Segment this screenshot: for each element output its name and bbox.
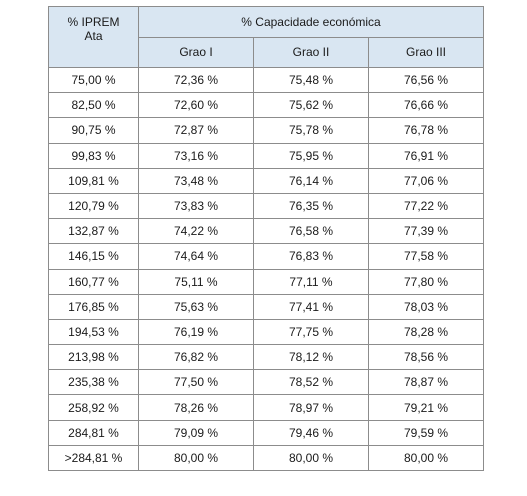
table-row: 235,38 % 77,50 % 78,52 % 78,87 % [48,369,484,396]
grade-2-cell: 76,83 % [253,243,369,270]
iprem-cell: 109,81 % [48,167,139,194]
table-row: 284,81 % 79,09 % 79,46 % 79,59 % [48,419,484,446]
grade-2-cell: 80,00 % [253,444,369,472]
grade-3-cell: 76,56 % [368,66,484,94]
grade-1-cell: 75,63 % [138,293,254,320]
grade-2-header: Grao II [253,36,369,68]
iprem-cell: 213,98 % [48,344,139,371]
header-row-top: % IPREM Ata % Capacidade económica [48,6,484,68]
capacity-table: % IPREM Ata % Capacidade económica Grao … [48,6,484,472]
grade-1-cell: 79,09 % [138,419,254,446]
iprem-cell: 132,87 % [48,218,139,245]
table-row: 90,75 % 72,87 % 75,78 % 76,78 % [48,117,484,144]
grade-1-cell: 77,50 % [138,369,254,396]
grade-3-cell: 77,80 % [368,268,484,295]
iprem-cell: 284,81 % [48,419,139,446]
table-row: 258,92 % 78,26 % 78,97 % 79,21 % [48,394,484,421]
grade-3-cell: 78,87 % [368,369,484,396]
grade-3-header: Grao III [368,36,484,68]
capacity-group-header: % Capacidade económica [138,6,484,38]
header-row-sub: Grao I Grao II Grao III [49,36,484,68]
grade-3-cell: 79,21 % [368,394,484,421]
table-row: 132,87 % 74,22 % 76,58 % 77,39 % [48,218,484,245]
grade-3-cell: 77,06 % [368,167,484,194]
grade-2-cell: 77,11 % [253,268,369,295]
iprem-cell: 146,15 % [48,243,139,270]
grade-1-cell: 73,83 % [138,192,254,220]
table-row: >284,81 % 80,00 % 80,00 % 80,00 % [48,444,484,472]
grade-1-cell: 76,19 % [138,318,254,346]
table-row: 75,00 % 72,36 % 75,48 % 76,56 % [48,66,484,94]
grade-2-cell: 75,78 % [253,117,369,144]
grade-3-cell: 79,59 % [368,419,484,446]
grade-1-cell: 76,82 % [138,344,254,371]
iprem-cell: 194,53 % [48,318,139,346]
table-row: 146,15 % 74,64 % 76,83 % 77,58 % [48,243,484,270]
iprem-cell: 120,79 % [48,192,139,220]
grade-2-cell: 75,95 % [253,142,369,169]
grade-1-cell: 72,87 % [138,117,254,144]
iprem-cell: 82,50 % [48,92,139,119]
grade-2-cell: 75,62 % [253,92,369,119]
capacity-table-container: % IPREM Ata % Capacidade económica Grao … [48,6,484,472]
grade-1-cell: 75,11 % [138,268,254,295]
grade-1-cell: 72,36 % [138,66,254,94]
grade-1-cell: 73,48 % [138,167,254,194]
grade-3-cell: 80,00 % [368,444,484,472]
grade-1-cell: 72,60 % [138,92,254,119]
iprem-cell: >284,81 % [48,444,139,472]
iprem-cell: 160,77 % [48,268,139,295]
grade-2-cell: 76,35 % [253,192,369,220]
iprem-cell: 90,75 % [48,117,139,144]
table-body: 75,00 % 72,36 % 75,48 % 76,56 % 82,50 % 72,60… [48,66,484,472]
iprem-header-line1: % IPREM [67,15,120,29]
grade-2-cell: 76,58 % [253,218,369,245]
table-row: 213,98 % 76,82 % 78,12 % 78,56 % [48,344,484,371]
table-row: 120,79 % 73,83 % 76,35 % 77,22 % [48,192,484,220]
grade-3-cell: 77,58 % [368,243,484,270]
grade-2-cell: 75,48 % [253,66,369,94]
grade-1-cell: 74,64 % [138,243,254,270]
iprem-cell: 99,83 % [48,142,139,169]
iprem-cell: 75,00 % [48,66,139,94]
grade-3-cell: 76,78 % [368,117,484,144]
table-row: 194,53 % 76,19 % 77,75 % 78,28 % [48,318,484,346]
grade-2-cell: 77,75 % [253,318,369,346]
grade-2-cell: 78,52 % [253,369,369,396]
table-row: 99,83 % 73,16 % 75,95 % 76,91 % [48,142,484,169]
iprem-header-line2: Ata [84,29,103,43]
grade-3-cell: 77,39 % [368,218,484,245]
table-row: 160,77 % 75,11 % 77,11 % 77,80 % [48,268,484,295]
grade-1-header: Grao I [138,36,254,68]
grade-3-cell: 76,66 % [368,92,484,119]
table-row: 82,50 % 72,60 % 75,62 % 76,66 % [48,92,484,119]
grade-2-cell: 78,97 % [253,394,369,421]
table-header: % IPREM Ata % Capacidade económica Grao … [48,6,484,68]
grade-3-cell: 78,03 % [368,293,484,320]
grade-2-cell: 78,12 % [253,344,369,371]
grade-2-cell: 77,41 % [253,293,369,320]
iprem-cell: 258,92 % [48,394,139,421]
iprem-cell: 176,85 % [48,293,139,320]
iprem-column-header: % IPREM Ata [48,6,139,68]
grade-3-cell: 76,91 % [368,142,484,169]
table-row: 176,85 % 75,63 % 77,41 % 78,03 % [48,293,484,320]
grade-3-cell: 77,22 % [368,192,484,220]
grade-2-cell: 79,46 % [253,419,369,446]
grade-3-cell: 78,56 % [368,344,484,371]
grade-3-cell: 78,28 % [368,318,484,346]
grade-1-cell: 78,26 % [138,394,254,421]
iprem-cell: 235,38 % [48,369,139,396]
table-row: 109,81 % 73,48 % 76,14 % 77,06 % [48,167,484,194]
grade-2-cell: 76,14 % [253,167,369,194]
grade-1-cell: 73,16 % [138,142,254,169]
grade-1-cell: 74,22 % [138,218,254,245]
grade-1-cell: 80,00 % [138,444,254,472]
